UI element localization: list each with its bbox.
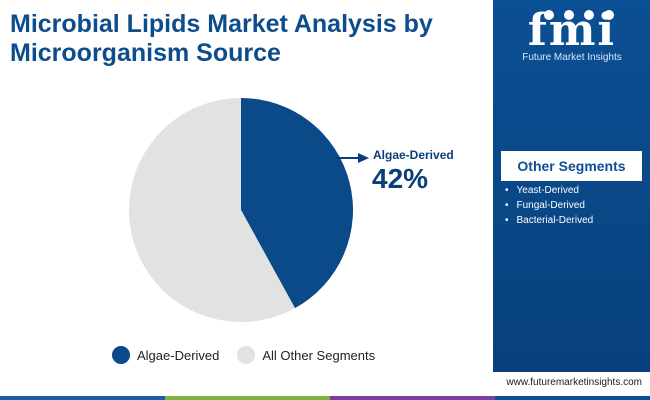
other-segments-heading: Other Segments: [501, 151, 642, 181]
legend-item-algae: Algae-Derived: [112, 346, 219, 364]
callout-label: Algae-Derived: [373, 148, 454, 162]
chart-title: Microbial Lipids Market Analysis by Micr…: [10, 10, 433, 67]
legend-swatch-algae: [112, 346, 130, 364]
strip-segment-2: [165, 396, 330, 400]
sidebar-panel: fmi Future Market Insights Other Segment…: [493, 0, 650, 372]
segment-item-fungal: Fungal-Derived: [505, 200, 593, 212]
callout-value: 42%: [372, 163, 429, 194]
legend-item-other: All Other Segments: [237, 346, 375, 364]
segment-item-yeast: Yeast-Derived: [505, 185, 593, 197]
bottom-color-strip: [0, 396, 650, 400]
logo-icons: [544, 10, 614, 20]
pie-slices: [129, 98, 354, 322]
segment-item-bacterial: Bacterial-Derived: [505, 215, 594, 227]
callout-arrow: [336, 153, 369, 163]
other-segments-list: Yeast-Derived Fungal-Derived Bacterial-D…: [505, 185, 594, 230]
strip-segment-1: [0, 396, 165, 400]
legend: Algae-Derived All Other Segments: [112, 346, 393, 364]
website-url: www.futuremarketinsights.com: [506, 377, 642, 388]
pie-slice-algae-derived: [241, 98, 354, 309]
legend-label-algae: Algae-Derived: [137, 347, 220, 363]
strip-segment-3: [330, 396, 495, 400]
fmi-logo: fmi Future Market Insights: [515, 8, 629, 64]
logo-subtitle: Future Market Insights: [522, 52, 622, 63]
legend-label-other: All Other Segments: [262, 347, 376, 363]
pie-chart: [129, 98, 369, 322]
legend-swatch-other: [237, 346, 256, 364]
strip-segment-4: [495, 396, 650, 400]
pie-slice-all-other-segments: [129, 98, 295, 322]
